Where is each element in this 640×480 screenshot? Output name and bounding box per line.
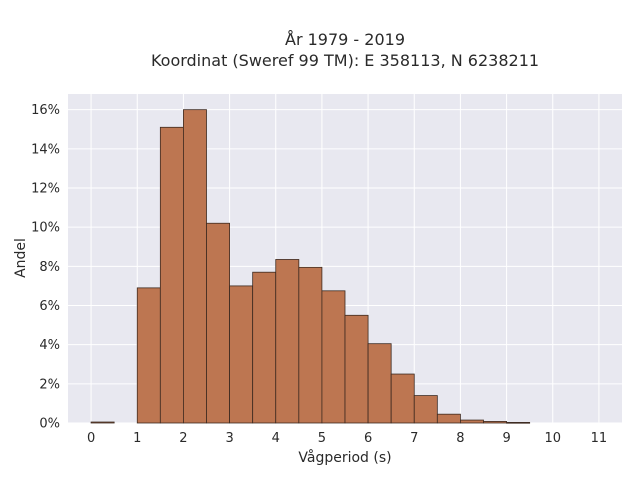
histogram-bar-8 xyxy=(460,419,484,424)
x-tick-label-11: 11 xyxy=(591,431,608,446)
x-tick-label-6: 6 xyxy=(364,431,372,446)
x-tick-label-0: 0 xyxy=(87,431,95,446)
x-tick-label-1: 1 xyxy=(133,431,141,446)
y-axis-ticks: 0% 2% 4% 6% 8% 10% 12% 14% 16% xyxy=(31,103,60,431)
x-tick-label-2: 2 xyxy=(179,431,187,446)
histogram-bar-2.5 xyxy=(206,222,230,424)
histogram-bars xyxy=(90,109,531,424)
histogram-bar-3.5 xyxy=(252,271,277,424)
x-tick-label-8: 8 xyxy=(456,431,464,446)
histogram-bar-5.5 xyxy=(344,314,369,424)
x-tick-label-3: 3 xyxy=(225,431,233,446)
y-tick-label-0: 0% xyxy=(39,417,60,432)
histogram-bar-9 xyxy=(506,422,531,424)
x-tick-label-10: 10 xyxy=(544,431,561,446)
y-tick-label-2: 2% xyxy=(39,377,60,392)
x-tick-label-4: 4 xyxy=(272,431,280,446)
histogram-bar-7.5 xyxy=(436,413,461,424)
histogram-bar-2 xyxy=(183,109,207,424)
histogram-bar-6.5 xyxy=(390,373,415,424)
chart-title-line-1: År 1979 - 2019 xyxy=(285,30,405,49)
x-tick-label-9: 9 xyxy=(502,431,510,446)
histogram-bar-5 xyxy=(321,290,346,424)
y-tick-label-14: 14% xyxy=(31,142,60,157)
histogram-bar-4.5 xyxy=(298,266,323,424)
histogram-bar-7 xyxy=(413,395,438,424)
x-axis-label: Vågperiod (s) xyxy=(298,449,391,466)
y-tick-label-16: 16% xyxy=(31,103,60,118)
y-tick-label-6: 6% xyxy=(39,299,60,314)
y-tick-label-4: 4% xyxy=(39,338,60,353)
histogram-bar-8.5 xyxy=(483,421,507,424)
y-tick-label-10: 10% xyxy=(31,221,60,236)
histogram-bar-0 xyxy=(90,421,115,424)
histogram-bar-1.5 xyxy=(159,126,184,424)
y-axis-label: Andel xyxy=(13,238,29,278)
y-tick-label-8: 8% xyxy=(39,260,60,275)
chart-title-line-2: Koordinat (Sweref 99 TM): E 358113, N 62… xyxy=(151,51,539,70)
x-tick-label-7: 7 xyxy=(410,431,418,446)
x-axis-ticks: 0 1 2 3 4 5 6 7 8 9 10 11 xyxy=(87,431,607,446)
y-tick-label-12: 12% xyxy=(31,182,60,197)
histogram-bar-6 xyxy=(367,343,392,424)
x-tick-label-5: 5 xyxy=(318,431,326,446)
histogram-bar-4 xyxy=(275,259,300,424)
histogram-bar-1 xyxy=(136,287,161,424)
histogram-bar-3 xyxy=(229,285,254,424)
